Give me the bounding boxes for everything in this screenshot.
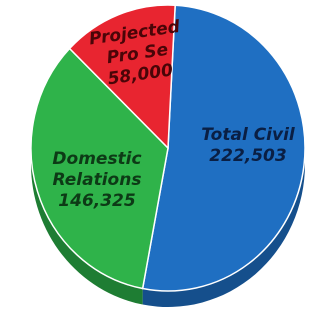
- slice-label-total-civil: Total Civil 222,503: [201, 125, 296, 166]
- slice-label-domestic-relations: Domestic Relations 146,325: [52, 149, 141, 211]
- slice-label-line: Domestic: [52, 149, 141, 169]
- pie-slice-projected-pro-se: [68, 4, 176, 150]
- slice-value: 146,325: [58, 191, 135, 211]
- pie-slice-total-civil: [141, 4, 306, 292]
- slice-label-line: Relations: [53, 170, 142, 190]
- pie-slice-domestic-relations: [30, 47, 169, 290]
- slice-label-line: Total Civil: [201, 125, 296, 145]
- slice-value: 222,503: [209, 146, 286, 166]
